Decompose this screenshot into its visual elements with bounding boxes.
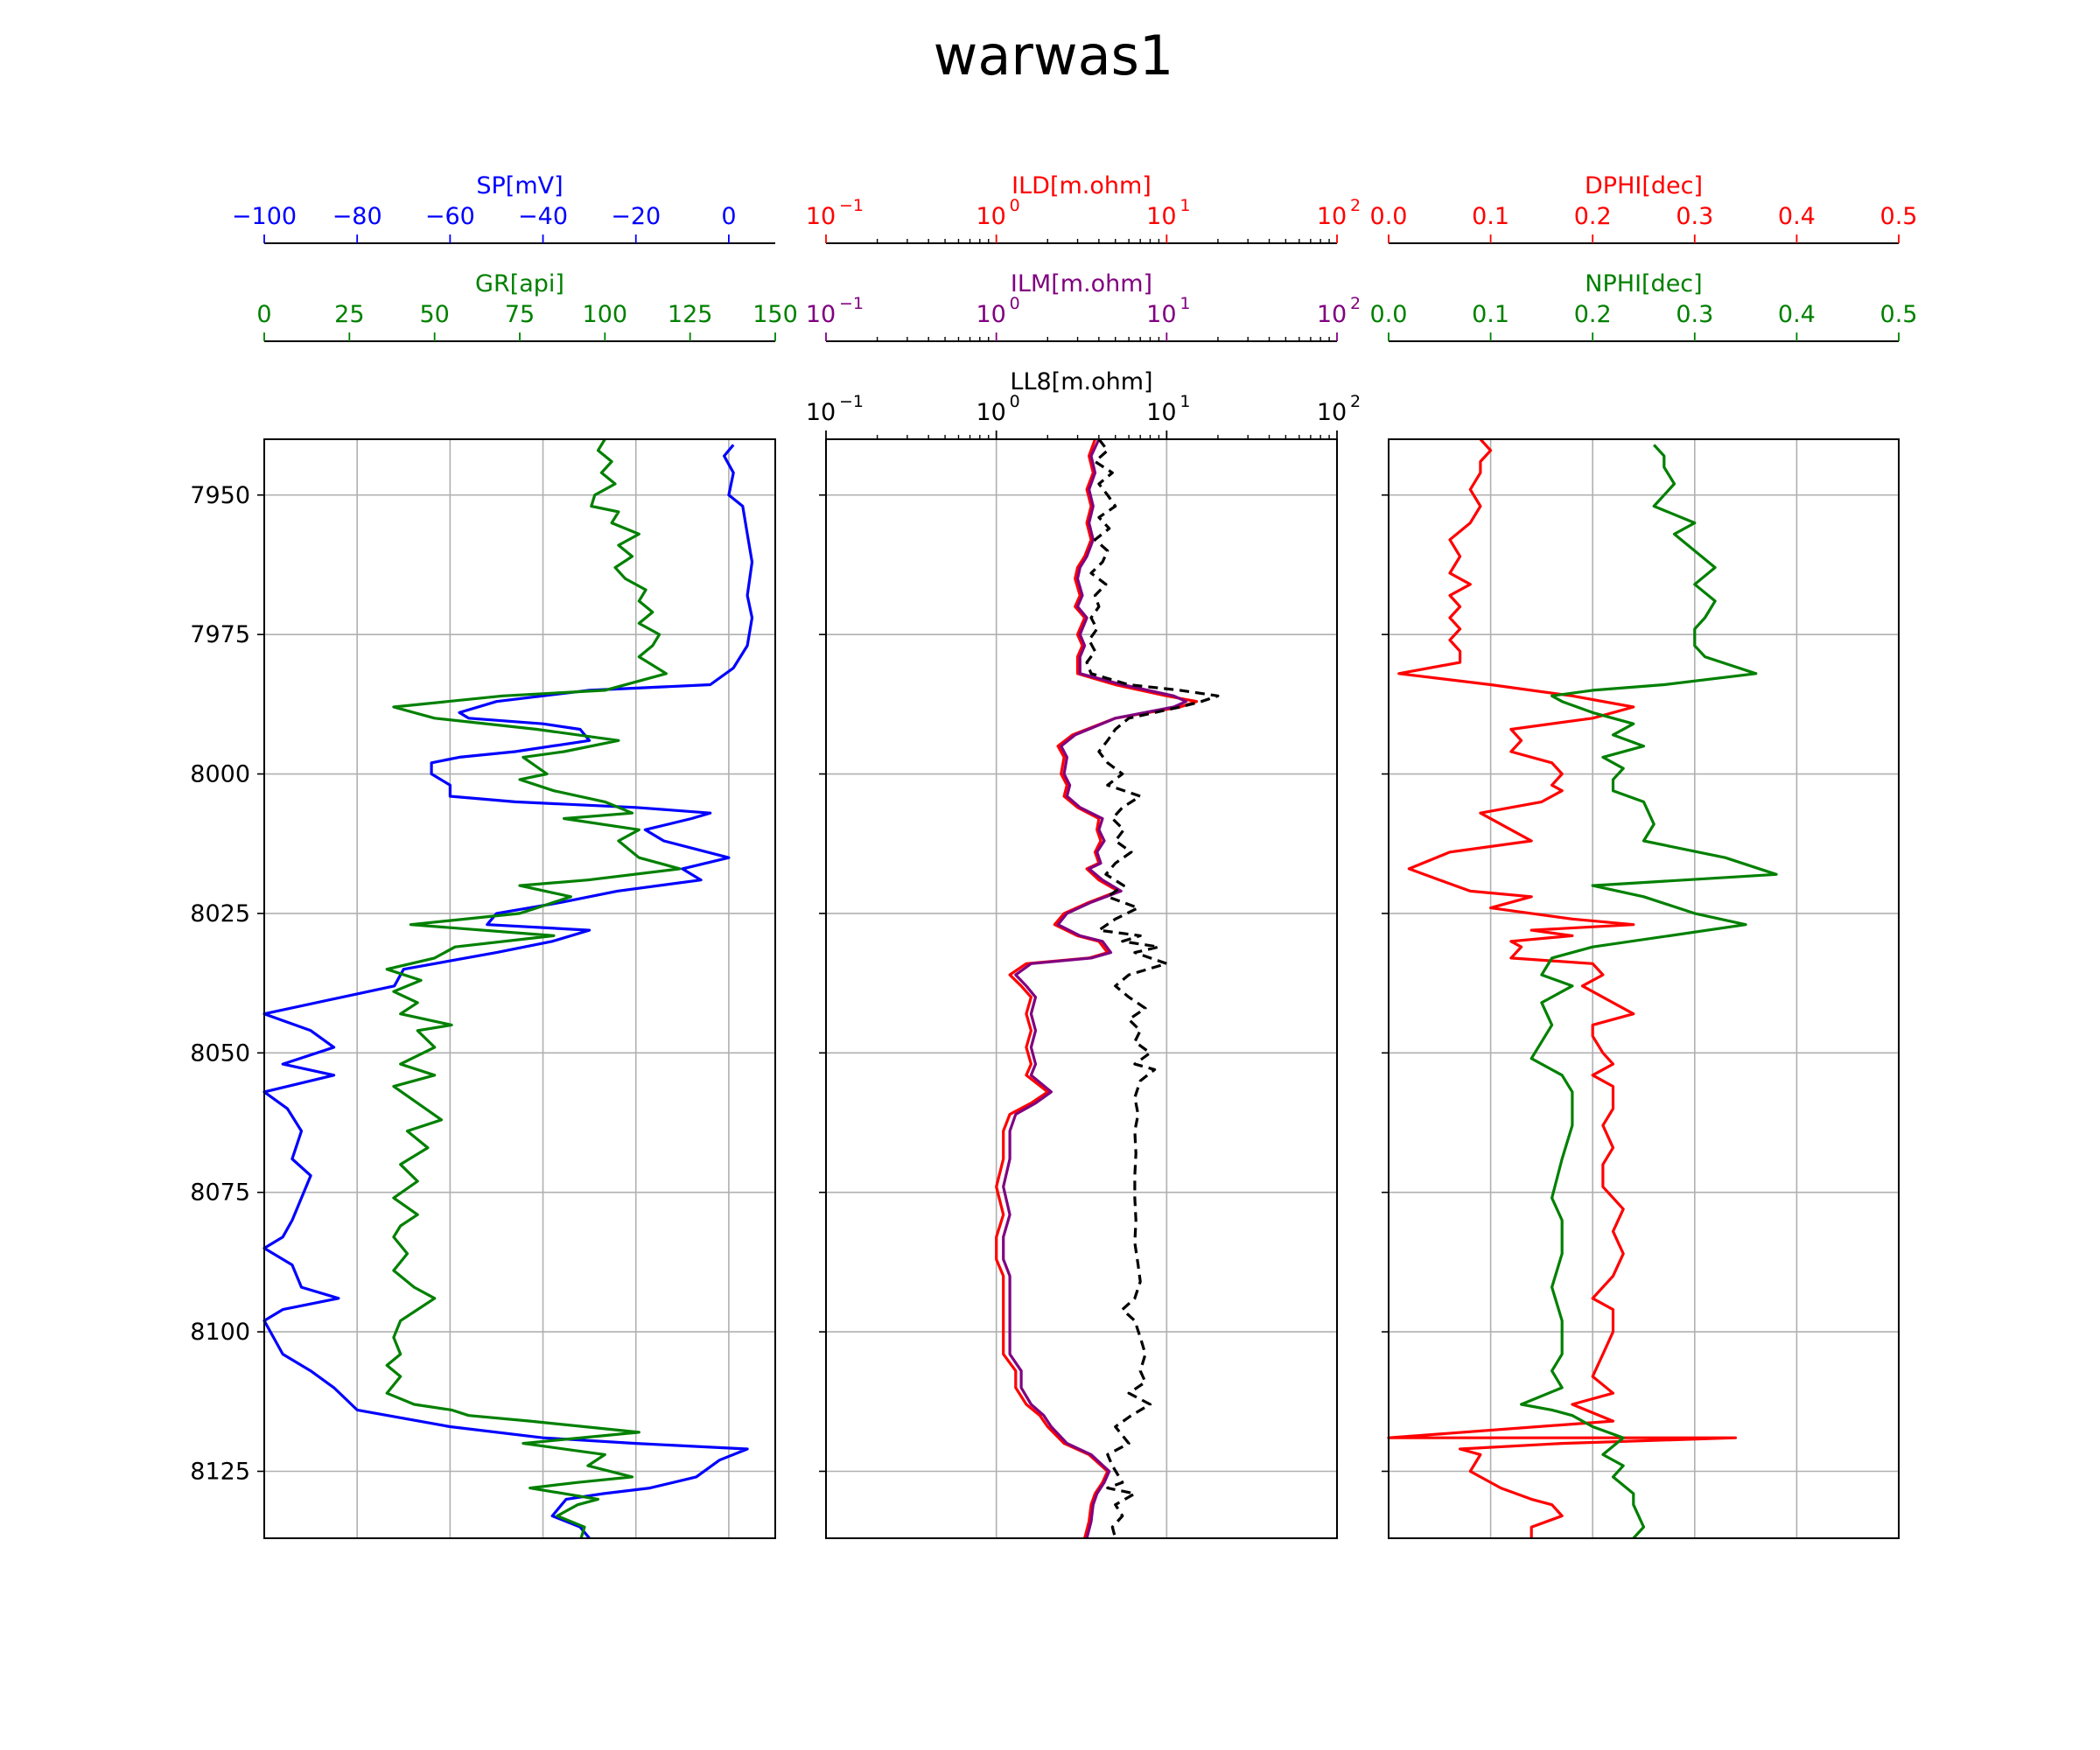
track-frame (1388, 438, 1900, 1539)
tick-label: 150 (752, 301, 798, 328)
axis-label: SP[mV] (476, 172, 563, 200)
tick-exponent: −1 (839, 196, 864, 215)
depth-tick-label: 7950 (190, 482, 250, 509)
tick-exponent: 1 (1180, 294, 1190, 313)
tick-label: 50 (419, 301, 449, 328)
tick-label: 10 (976, 203, 1005, 230)
tick-label: 0 (721, 203, 736, 230)
tick-label: 0.0 (1370, 301, 1408, 328)
tick-label: 100 (583, 301, 628, 328)
tick-label: 10 (1146, 399, 1176, 426)
tick-label: −20 (611, 203, 661, 230)
tick-label: 0 (256, 301, 271, 328)
tick-label: −80 (332, 203, 382, 230)
tick-exponent: 0 (1010, 196, 1020, 215)
axis-label: DPHI[dec] (1585, 172, 1703, 200)
depth-tick-label: 8050 (190, 1040, 250, 1067)
tick-label: 10 (806, 203, 836, 230)
tick-label: 10 (1317, 399, 1347, 426)
axis-label: GR[api] (475, 270, 564, 298)
series-line-nphi-dec (1519, 444, 1778, 1540)
series-line-ll8-m-ohm (1085, 438, 1220, 1539)
axis-label: LL8[m.ohm] (1010, 368, 1152, 396)
tick-label: −60 (425, 203, 475, 230)
chart-title: warwas1 (934, 24, 1174, 88)
track-frame (825, 438, 1338, 1539)
tick-label: 0.5 (1880, 301, 1918, 328)
tick-label: 0.1 (1472, 301, 1509, 328)
series-line-sp-mv (262, 444, 754, 1540)
tick-label: 10 (1317, 301, 1347, 328)
depth-tick-label: 8075 (190, 1180, 250, 1207)
tick-exponent: −1 (839, 294, 864, 313)
tick-label: 0.4 (1778, 203, 1816, 230)
tick-label: −40 (518, 203, 568, 230)
tick-label: 75 (505, 301, 535, 328)
depth-tick-label: 8100 (190, 1319, 250, 1346)
tick-label: 0.3 (1676, 301, 1713, 328)
tick-label: 10 (1317, 203, 1347, 230)
tick-label: 10 (806, 399, 836, 426)
tick-exponent: 2 (1350, 392, 1361, 411)
tick-label: 10 (1146, 301, 1176, 328)
series-line-gr-api (385, 438, 682, 1539)
tick-label: −100 (232, 203, 297, 230)
top-axis-dphi-dec: 0.0 0.1 0.2 0.3 0.4 0.5 DPHI[dec] (1370, 172, 1918, 244)
tick-exponent: 1 (1180, 196, 1190, 215)
depth-tick-label: 8025 (190, 900, 250, 928)
tick-label: 0.0 (1370, 203, 1408, 230)
tick-label: 0.2 (1574, 203, 1612, 230)
depth-tick-label: 8000 (190, 761, 250, 788)
tick-exponent: −1 (839, 392, 864, 411)
tick-label: 10 (806, 301, 836, 328)
axis-label: ILM[m.ohm] (1011, 270, 1152, 298)
depth-tick-label: 7975 (190, 621, 250, 648)
tick-label: 0.1 (1472, 203, 1509, 230)
tick-exponent: 0 (1010, 294, 1020, 313)
tick-exponent: 0 (1010, 392, 1020, 411)
depth-tick-label: 8125 (190, 1458, 250, 1485)
tick-label: 0.3 (1676, 203, 1713, 230)
tick-label: 10 (1146, 203, 1176, 230)
tick-exponent: 2 (1350, 196, 1361, 215)
tick-exponent: 1 (1180, 392, 1190, 411)
tick-label: 25 (334, 301, 364, 328)
series-line-ild-m-ohm (995, 438, 1199, 1539)
tick-label: 10 (976, 399, 1005, 426)
tick-exponent: 2 (1350, 294, 1361, 313)
top-axis-nphi-dec: 0.0 0.1 0.2 0.3 0.4 0.5 NPHI[dec] (1370, 270, 1918, 342)
axis-label: ILD[m.ohm] (1012, 172, 1152, 200)
series-line-ilm-m-ohm (1002, 438, 1188, 1539)
top-axis-gr-api: 0 25 50 75 100 125 150 GR[api] (256, 270, 798, 342)
series-line-dphi-dec (1387, 438, 1738, 1538)
tick-label: 10 (976, 301, 1005, 328)
track-frame (263, 438, 776, 1539)
tick-label: 0.4 (1778, 301, 1816, 328)
tick-label: 0.5 (1880, 203, 1918, 230)
axis-label: NPHI[dec] (1585, 270, 1702, 298)
top-axis-sp-mv: −100 −80 −60 −40 −20 0 SP[mV] (232, 172, 775, 244)
tick-label: 125 (668, 301, 713, 328)
tick-label: 0.2 (1574, 301, 1612, 328)
